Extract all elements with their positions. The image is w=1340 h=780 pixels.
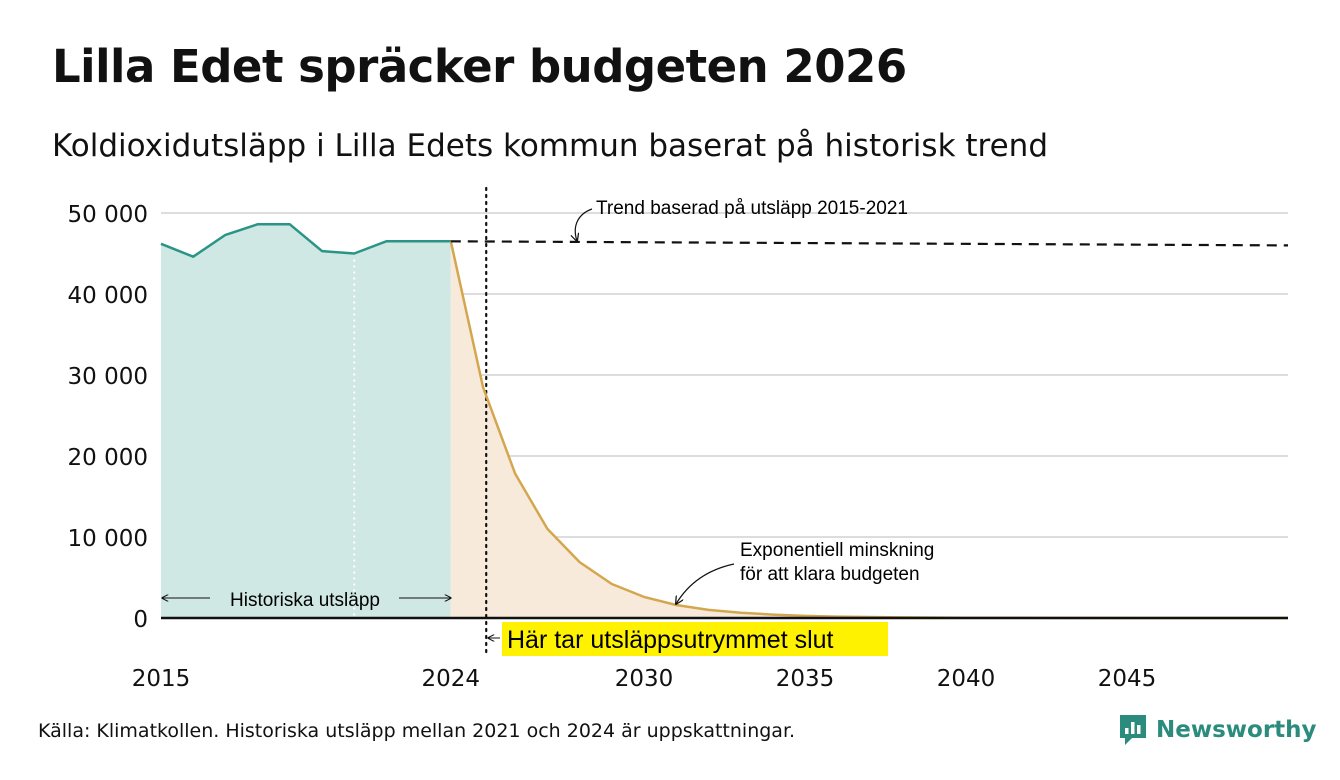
x-tick-label: 2035 [776, 666, 835, 692]
budget-end-highlight [502, 622, 888, 656]
emissions-chart: 0 10 000 20 000 30 000 40 000 50 000 2015 2024 2… [68, 186, 1289, 692]
trend-label-annotation: Trend baserad på utsläpp 2015-2021 [575, 198, 908, 241]
y-tick-label: 50 000 [68, 202, 148, 228]
y-tick-label: 0 [133, 607, 148, 633]
newsworthy-logo-icon [1120, 715, 1146, 745]
trend-label: Trend baserad på utsläpp 2015-2021 [596, 198, 908, 219]
historical-label-annotation: Historiska utsläpp [162, 590, 451, 611]
chart-subtitle: Koldioxidutsläpp i Lilla Edets kommun ba… [52, 128, 1048, 164]
trend-arrow [575, 208, 593, 241]
x-tick-label: 2045 [1098, 666, 1157, 692]
historical-label: Historiska utsläpp [230, 590, 380, 611]
newsworthy-brand[interactable]: Newsworthy [1118, 712, 1317, 748]
y-tick-label: 40 000 [68, 283, 148, 309]
trend-line [450, 240, 1289, 247]
budget-end-annotation: Här tar utsläppsutrymmet slut [488, 622, 888, 656]
x-tick-label: 2024 [422, 666, 481, 692]
budget-arrow [676, 563, 735, 604]
brand-name: Newsworthy [1156, 717, 1317, 743]
chart-title: Lilla Edet spräcker budgeten 2026 [52, 40, 907, 93]
x-tick-label: 2030 [615, 666, 674, 692]
y-tick-label: 20 000 [68, 445, 148, 471]
historical-line [160, 223, 451, 258]
budget-end-label: Här tar utsläppsutrymmet slut [507, 626, 834, 654]
x-tick-label: 2015 [132, 666, 191, 692]
budget-label-line2: för att klara budgeten [740, 564, 920, 585]
y-tick-label: 30 000 [68, 364, 148, 390]
source-note: Källa: Klimatkollen. Historiska utsläpp … [38, 720, 796, 742]
y-tick-label: 10 000 [68, 526, 148, 552]
budget-label-annotation: Exponentiell minskning för att klara bud… [676, 540, 934, 604]
x-tick-label: 2040 [937, 666, 996, 692]
historical-area [161, 224, 451, 619]
budget-area [450, 241, 1288, 619]
budget-label-line1: Exponentiell minskning [740, 540, 934, 561]
